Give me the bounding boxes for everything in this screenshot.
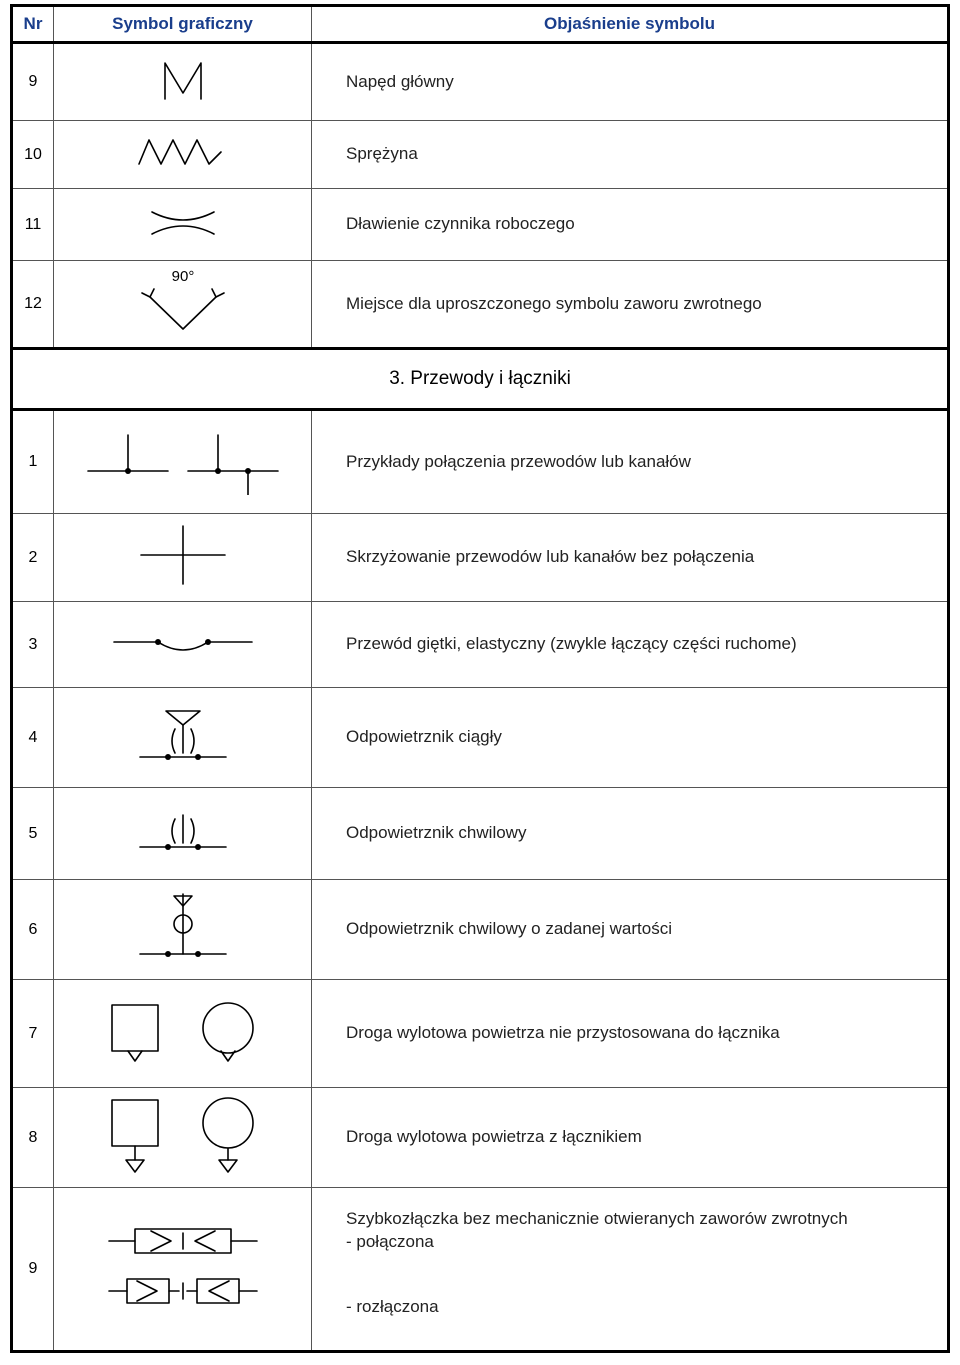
row-desc: Dławienie czynnika roboczego [312,189,949,261]
table-row: 5 Odpowietrznik chwilowy [12,788,949,880]
row-symbol [54,1088,312,1188]
col-header-symbol: Symbol graficzny [54,6,312,43]
row-symbol [54,688,312,788]
section-title-row: 3. Przewody i łączniki [12,349,949,410]
row-symbol [54,1188,312,1352]
table-row: 9 Szybkozłączka bez mechanicznie otwieran… [12,1188,949,1352]
table-header-row: NrSymbol graficznyObjaśnienie symbolu [12,6,949,43]
table-row: 11 Dławienie czynnika roboczego [12,189,949,261]
row-nr: 10 [12,121,54,189]
svg-text:90°: 90° [171,268,194,285]
row-nr: 9 [12,1188,54,1352]
page: NrSymbol graficznyObjaśnienie symbolu9Na… [0,0,960,1365]
table-row: 2 Skrzyżowanie przewodów lub kanałów bez … [12,514,949,602]
col-header-desc: Objaśnienie symbolu [312,6,949,43]
row-nr: 7 [12,980,54,1088]
row-nr: 1 [12,410,54,514]
row-nr: 4 [12,688,54,788]
row-desc: Droga wylotowa powietrza z łącznikiem [312,1088,949,1188]
row-desc: Napęd główny [312,43,949,121]
row-desc-secondary: - rozłączona [346,1296,935,1319]
table-row: 8 Droga wylotowa powietrza z łącznikiem [12,1088,949,1188]
table-row: 3 Przewód giętki, elastyczny (zwykle łącz… [12,602,949,688]
row-nr: 6 [12,880,54,980]
row-symbol [54,602,312,688]
col-header-nr: Nr [12,6,54,43]
section-title: 3. Przewody i łączniki [12,349,949,410]
row-nr: 5 [12,788,54,880]
symbols-table: NrSymbol graficznyObjaśnienie symbolu9Na… [10,4,950,1353]
row-desc: Droga wylotowa powietrza nie przystosowa… [312,980,949,1088]
row-nr: 8 [12,1088,54,1188]
table-row: 12 90° Miejsce dla uproszczonego symbolu z… [12,261,949,349]
row-nr: 12 [12,261,54,349]
row-symbol [54,980,312,1088]
table-row: 4 Odpowietrznik ciągły [12,688,949,788]
row-desc: Przykłady połączenia przewodów lub kanał… [312,410,949,514]
row-symbol [54,788,312,880]
row-symbol [54,43,312,121]
row-symbol [54,880,312,980]
row-desc: Odpowietrznik ciągły [312,688,949,788]
row-desc: Przewód giętki, elastyczny (zwykle łączą… [312,602,949,688]
row-desc: Skrzyżowanie przewodów lub kanałów bez p… [312,514,949,602]
table-row: 10 Sprężyna [12,121,949,189]
row-desc-primary: Szybkozłączka bez mechanicznie otwierany… [346,1208,935,1254]
row-symbol [54,410,312,514]
row-nr: 2 [12,514,54,602]
table-row: 6 Odpowietrznik chwilowy o zadanej wartoś… [12,880,949,980]
row-desc: Miejsce dla uproszczonego symbolu zaworu… [312,261,949,349]
row-symbol [54,189,312,261]
table-row: 7 Droga wylotowa powietrza nie przystosow… [12,980,949,1088]
row-desc: Sprężyna [312,121,949,189]
row-nr: 11 [12,189,54,261]
row-symbol: 90° [54,261,312,349]
table-row: 9 Napęd główny [12,43,949,121]
row-nr: 3 [12,602,54,688]
row-desc: Szybkozłączka bez mechanicznie otwierany… [312,1188,949,1352]
row-nr: 9 [12,43,54,121]
row-desc: Odpowietrznik chwilowy [312,788,949,880]
table-row: 1 Przykłady połączenia przewodów lub kana… [12,410,949,514]
row-symbol [54,514,312,602]
row-symbol [54,121,312,189]
row-desc: Odpowietrznik chwilowy o zadanej wartośc… [312,880,949,980]
